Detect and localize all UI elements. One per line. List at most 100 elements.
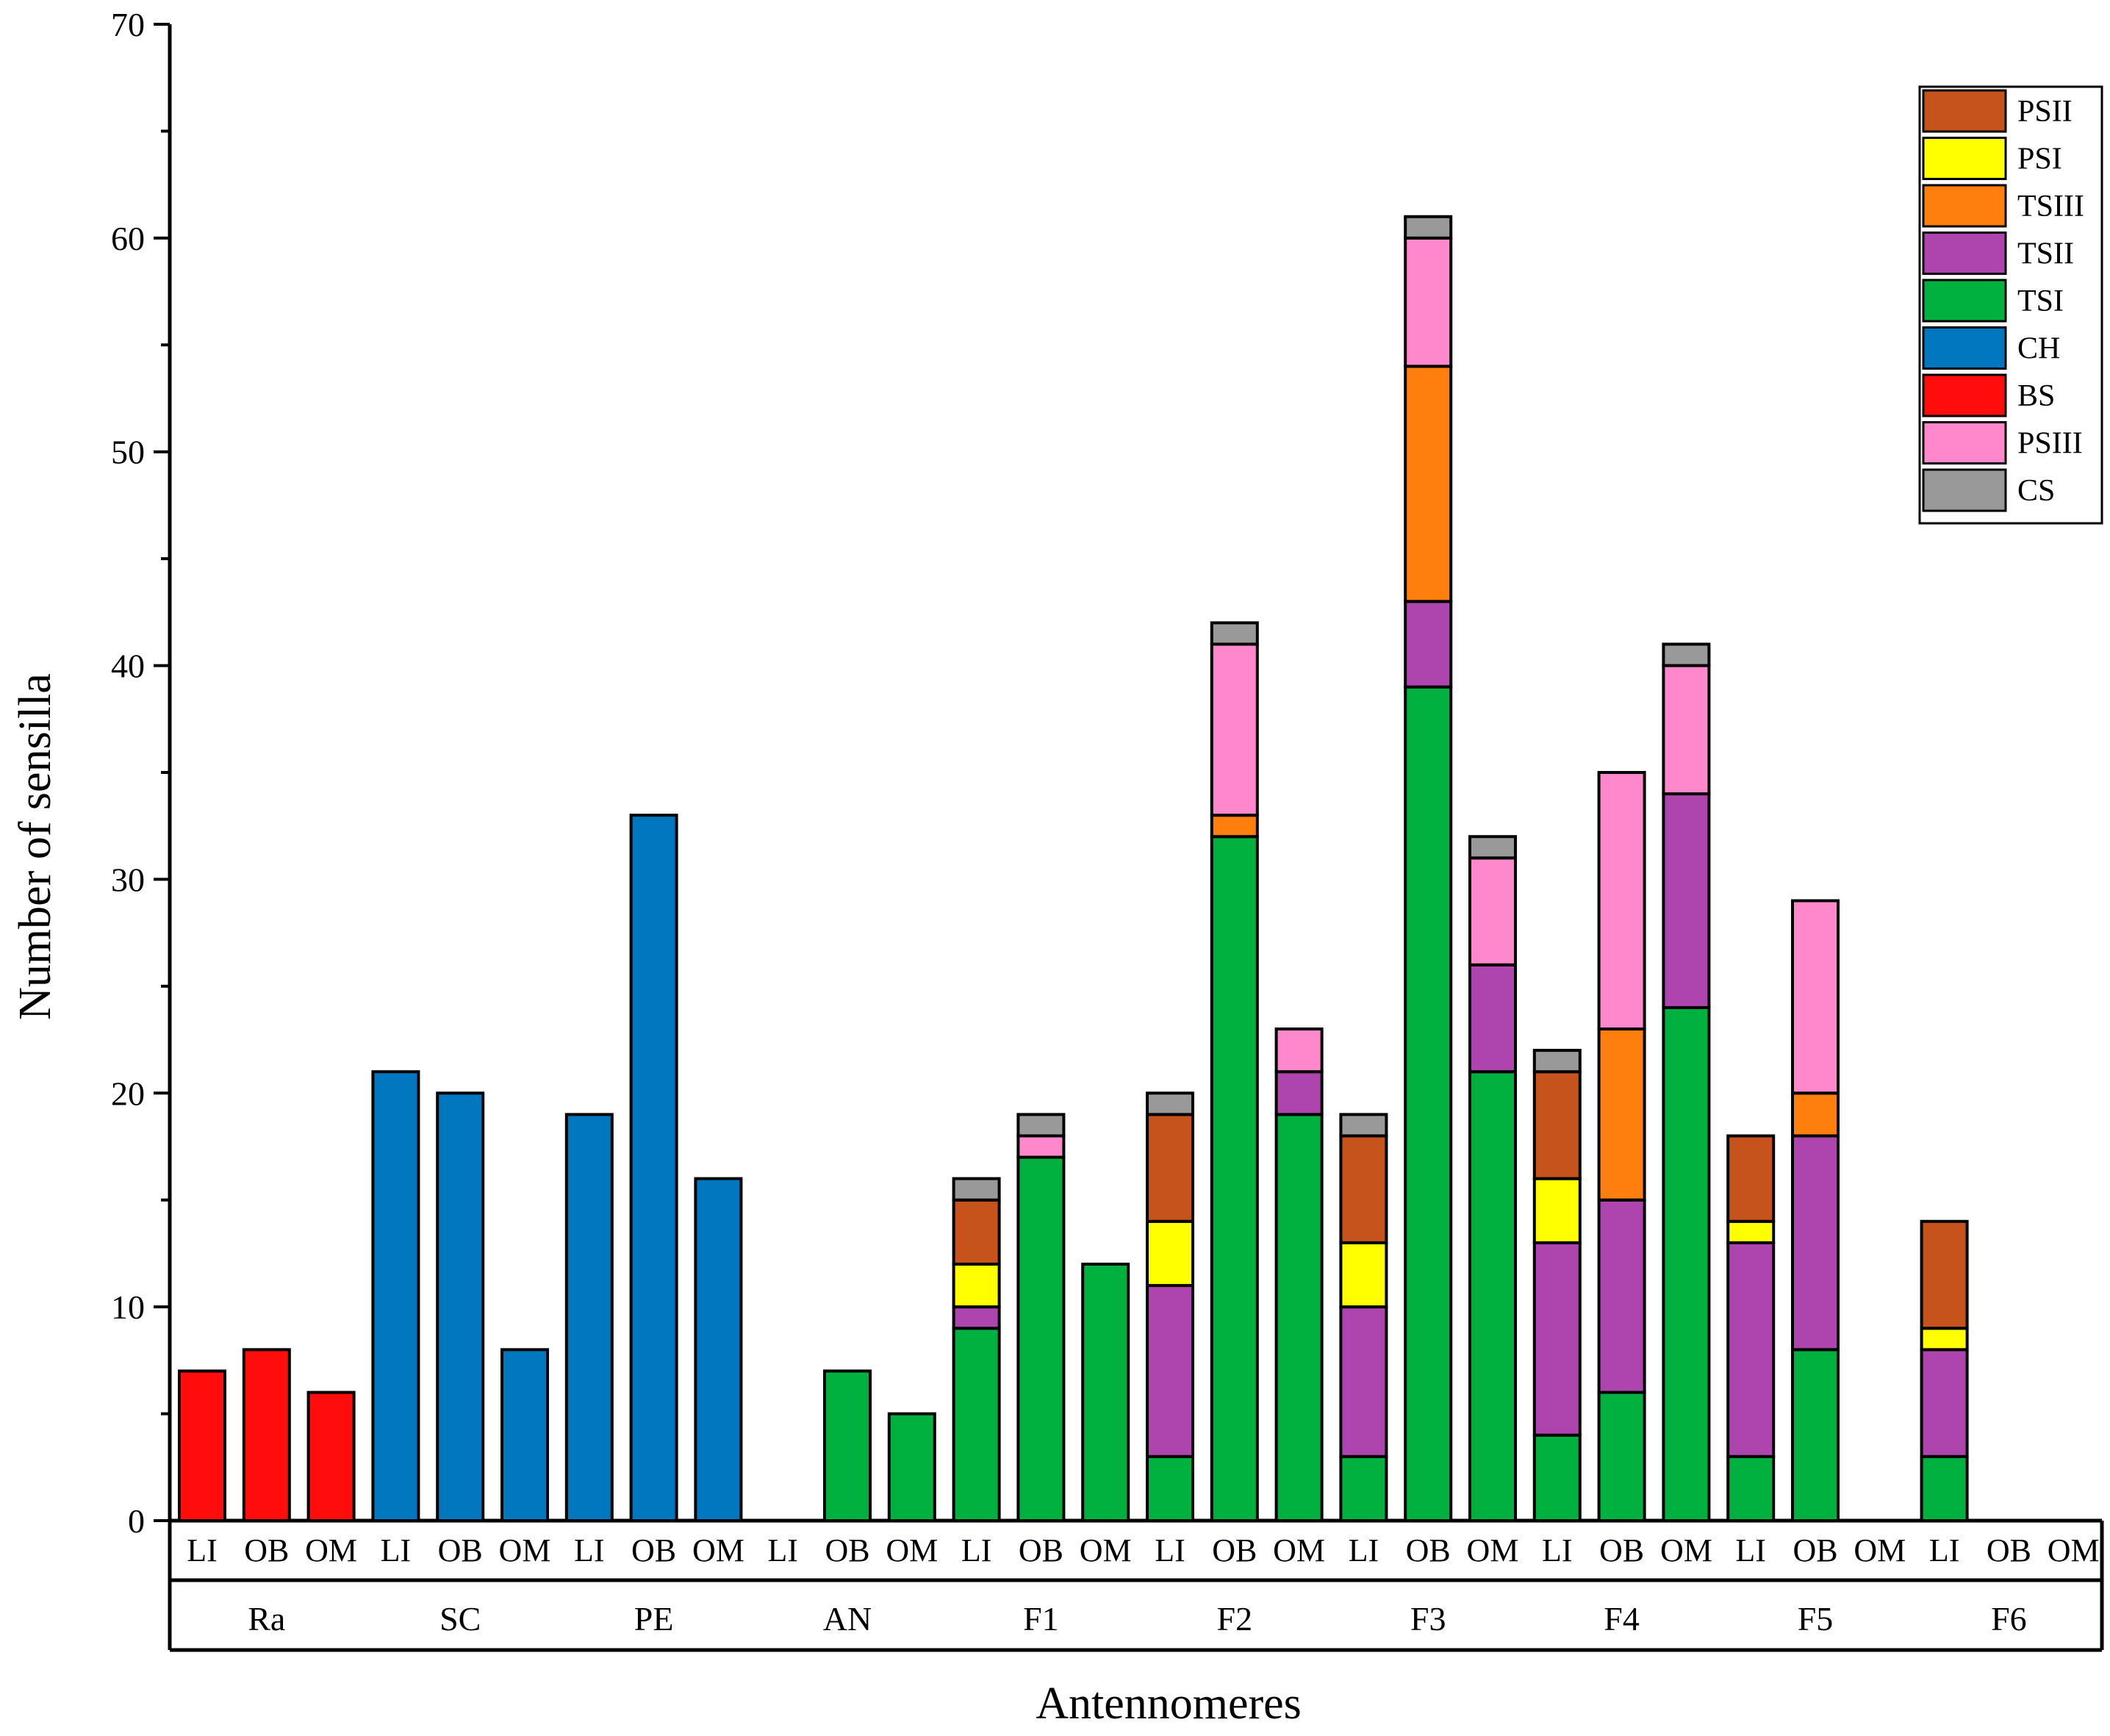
bar-segment-tsi [1726, 1455, 1776, 1522]
bar-segment-tsi [1791, 1348, 1840, 1523]
bar-segment-psii [1726, 1134, 1776, 1223]
bar-segment-tsi [1920, 1455, 1969, 1522]
bar-segment-tsiii [1210, 814, 1259, 839]
bar-segment-tsi [1146, 1455, 1194, 1522]
x-category-label: OM [886, 1532, 938, 1568]
bar-segment-cs [1339, 1113, 1388, 1138]
bar-segment-tsiii [1597, 1027, 1646, 1202]
x-category-label: OB [1019, 1532, 1063, 1568]
axes: 0 10 20 30 40 50 60 70 [111, 6, 2104, 1652]
x-category-label: OM [692, 1532, 744, 1568]
x-group-label: F5 [1798, 1600, 1834, 1638]
bar-segment-tsii [1597, 1198, 1646, 1394]
bar-segment-tsi [823, 1369, 872, 1523]
x-category-labels: LI OB OM Ra LI OB OM SC LI OB OM PE LI OB OM AN LI OB OM F1… [187, 1532, 2099, 1638]
bar-segment-bs [306, 1391, 356, 1522]
y-axis-title: Number of sensilla [10, 673, 60, 1020]
bar-segment-ch [436, 1091, 485, 1523]
legend-swatch-psii [1922, 89, 2007, 133]
bar-segment-tsi [1404, 685, 1453, 1523]
bar-segment-psiii [1404, 236, 1453, 368]
x-category-label: OB [631, 1532, 676, 1568]
bar-segment-psiii [1791, 899, 1840, 1095]
bar-segment-tsiii [1791, 1091, 1840, 1138]
bar-segment-ch [371, 1070, 420, 1522]
x-group-label: F1 [1023, 1600, 1059, 1638]
x-group-label: F4 [1604, 1600, 1640, 1638]
legend-label-tsi: TSI [2017, 284, 2064, 318]
legend: PSII PSI TSIII TSII TSI CH BS PSIII CS [1918, 85, 2103, 525]
y-tick-label: 30 [111, 861, 145, 898]
bar-segment-tsiii [1404, 365, 1453, 603]
bar-segment-tsii [1404, 600, 1453, 689]
bar-segment-tsi [1081, 1262, 1130, 1522]
y-tick-label: 10 [111, 1288, 145, 1326]
bar-segment-tsi [1016, 1155, 1066, 1522]
bar-segment-cs [1016, 1113, 1066, 1138]
x-category-label: LI [381, 1532, 412, 1568]
bar-segment-bs [178, 1369, 226, 1523]
y-tick-label: 60 [111, 220, 145, 257]
x-category-label: LI [574, 1532, 605, 1568]
x-group-label: F3 [1410, 1600, 1446, 1638]
bar-segment-psiii [1662, 664, 1711, 796]
bar-segment-tsi [1210, 835, 1259, 1523]
bar-segment-psiii [1016, 1134, 1066, 1159]
bar-segment-cs [952, 1177, 1001, 1202]
x-category-label: OB [1406, 1532, 1451, 1568]
x-group-label: AN [823, 1600, 872, 1638]
x-axis-title: Antennomeres [1036, 1679, 1302, 1729]
bar-segment-tsii [952, 1305, 1001, 1330]
bar-segment-tsi [1532, 1433, 1582, 1522]
bar-segment-psii [1532, 1070, 1582, 1180]
x-category-label: LI [1542, 1532, 1573, 1568]
legend-label-psiii: PSIII [2017, 427, 2083, 461]
bar-segment-tsi [1597, 1391, 1646, 1522]
x-category-label: OM [1080, 1532, 1132, 1568]
x-group-label: SC [439, 1600, 481, 1638]
x-category-label: OM [1273, 1532, 1325, 1568]
bar-segment-cs [1532, 1049, 1582, 1074]
legend-swatch-tsi [1922, 279, 2007, 323]
legend-swatch-tsii [1922, 232, 2007, 275]
x-group-label: F2 [1217, 1600, 1253, 1638]
bar-segment-ch [694, 1177, 743, 1522]
bar-segment-psii [1339, 1134, 1388, 1244]
legend-swatch-ch [1922, 326, 2007, 370]
y-tick-label: 20 [111, 1075, 145, 1112]
bar-segment-cs [1146, 1091, 1194, 1116]
x-category-label: OM [2048, 1532, 2100, 1568]
legend-swatch-psiii [1922, 421, 2007, 465]
bar-segment-tsii [1468, 963, 1517, 1074]
bar-segment-tsii [1339, 1305, 1388, 1458]
bar-segment-tsi [952, 1327, 1001, 1522]
legend-label-bs: BS [2017, 379, 2055, 413]
bar-segment-psiii [1597, 771, 1646, 1031]
x-category-label: OM [1660, 1532, 1712, 1568]
x-category-label: LI [961, 1532, 992, 1568]
x-category-label: OB [244, 1532, 289, 1568]
x-category-label: OB [1793, 1532, 1837, 1568]
y-tick-label: 70 [111, 6, 145, 43]
x-category-label: LI [1155, 1532, 1185, 1568]
x-category-label: OM [1854, 1532, 1906, 1568]
legend-label-psii: PSII [2017, 95, 2073, 129]
x-category-label: OB [1987, 1532, 2031, 1568]
x-category-label: OB [1599, 1532, 1644, 1568]
bar-segment-psiii [1468, 856, 1517, 966]
bar-segment-ch [500, 1348, 549, 1523]
bar-segment-tsi [887, 1412, 936, 1522]
legend-label-cs: CS [2017, 474, 2055, 508]
bar-segment-psi [1920, 1327, 1969, 1352]
bar-segment-ch [564, 1113, 614, 1523]
x-category-label: OB [825, 1532, 869, 1568]
bar-segment-psii [1146, 1113, 1194, 1223]
x-group-label: PE [634, 1600, 674, 1638]
bar-segment-cs [1468, 835, 1517, 860]
x-category-label: LI [767, 1532, 798, 1568]
bar-segment-tsii [1791, 1134, 1840, 1352]
legend-swatch-bs [1922, 373, 2007, 417]
legend-label-ch: CH [2017, 332, 2060, 366]
bar-segment-cs [1210, 621, 1259, 646]
